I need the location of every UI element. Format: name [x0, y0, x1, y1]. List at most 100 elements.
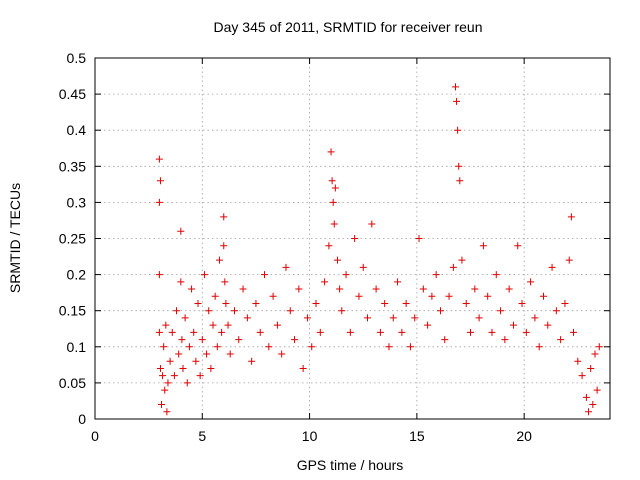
- data-point: [453, 97, 461, 105]
- data-point: [484, 292, 492, 300]
- data-point: [295, 285, 303, 293]
- data-point: [497, 307, 505, 315]
- data-point: [308, 343, 316, 351]
- data-point: [591, 350, 599, 358]
- x-tick-label: 10: [302, 428, 318, 444]
- data-point: [406, 343, 414, 351]
- data-point: [194, 299, 202, 307]
- data-point: [471, 285, 479, 293]
- data-point: [522, 328, 530, 336]
- data-point: [336, 285, 344, 293]
- data-point: [158, 401, 166, 409]
- data-point: [286, 307, 294, 315]
- x-axis-label: GPS time / hours: [297, 457, 404, 473]
- data-point: [331, 184, 339, 192]
- data-point: [185, 343, 193, 351]
- data-point: [156, 364, 164, 372]
- data-point: [330, 220, 338, 228]
- x-tick-label: 0: [91, 428, 99, 444]
- data-point: [161, 386, 169, 394]
- y-tick-label: 0.1: [67, 339, 87, 355]
- data-point: [394, 278, 402, 286]
- data-point: [160, 343, 168, 351]
- data-point: [527, 278, 535, 286]
- data-point: [475, 314, 483, 322]
- data-point: [183, 379, 191, 387]
- data-point: [398, 328, 406, 336]
- data-point: [192, 357, 200, 365]
- data-point: [381, 299, 389, 307]
- data-point: [544, 321, 552, 329]
- data-point: [355, 292, 363, 300]
- data-point: [168, 328, 176, 336]
- data-point: [156, 177, 164, 185]
- data-point: [467, 328, 475, 336]
- data-point: [269, 292, 277, 300]
- data-point: [436, 307, 444, 315]
- data-point: [402, 299, 410, 307]
- data-point: [205, 307, 213, 315]
- x-tick-label: 5: [198, 428, 206, 444]
- data-point: [218, 328, 226, 336]
- data-point: [181, 314, 189, 322]
- data-point: [539, 292, 547, 300]
- data-point: [155, 271, 163, 279]
- data-point: [342, 271, 350, 279]
- data-point: [376, 328, 384, 336]
- y-tick-label: 0.05: [59, 375, 86, 391]
- data-points: [155, 83, 603, 416]
- y-tick-label: 0.5: [67, 50, 87, 66]
- data-point: [385, 343, 393, 351]
- data-point: [177, 278, 185, 286]
- y-tick-label: 0.25: [59, 231, 86, 247]
- data-point: [445, 292, 453, 300]
- y-tick-label: 0.45: [59, 86, 86, 102]
- data-point: [224, 321, 232, 329]
- data-point: [578, 372, 586, 380]
- data-point: [574, 357, 582, 365]
- data-point: [179, 364, 187, 372]
- data-point: [303, 314, 311, 322]
- data-point: [456, 177, 464, 185]
- data-point: [226, 350, 234, 358]
- data-point: [351, 235, 359, 242]
- data-point: [220, 242, 228, 250]
- data-point: [455, 162, 463, 170]
- data-point: [196, 372, 204, 380]
- data-point: [209, 321, 217, 329]
- data-point: [595, 343, 603, 351]
- y-tick-label: 0.2: [67, 267, 87, 283]
- data-point: [291, 336, 299, 344]
- data-point: [488, 328, 496, 336]
- data-point: [265, 343, 273, 351]
- data-point: [587, 364, 595, 372]
- data-point: [328, 177, 336, 185]
- data-point: [321, 278, 329, 286]
- data-point: [188, 285, 196, 293]
- data-point: [561, 299, 569, 307]
- data-point: [155, 328, 163, 336]
- data-point: [419, 285, 427, 293]
- data-point: [211, 292, 219, 300]
- data-point: [155, 155, 163, 163]
- chart-title: Day 345 of 2011, SRMTID for receiver reu…: [214, 19, 483, 35]
- data-point: [273, 321, 281, 329]
- data-point: [441, 336, 449, 344]
- data-point: [432, 271, 440, 279]
- data-point: [178, 336, 186, 344]
- data-point: [346, 328, 354, 336]
- data-point: [359, 263, 367, 271]
- data-point: [170, 372, 178, 380]
- data-point: [458, 256, 466, 264]
- x-tick-label: 15: [409, 428, 425, 444]
- data-point: [261, 271, 269, 279]
- data-point: [565, 256, 573, 264]
- data-point: [570, 328, 578, 336]
- data-point: [593, 386, 601, 394]
- data-point: [215, 256, 223, 264]
- data-point: [415, 235, 423, 242]
- data-point: [327, 148, 335, 156]
- data-point: [159, 372, 167, 380]
- data-point: [190, 328, 198, 336]
